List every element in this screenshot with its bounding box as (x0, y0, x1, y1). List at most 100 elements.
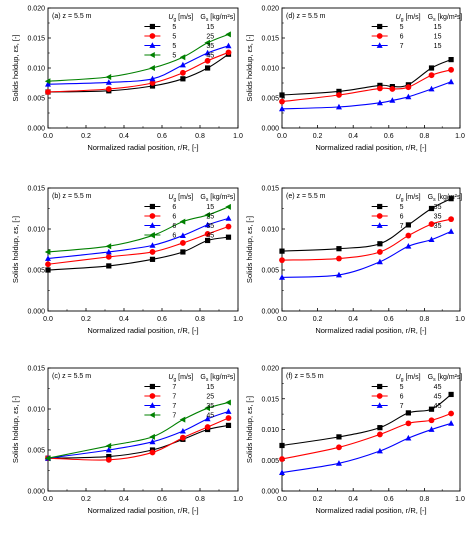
square-marker (149, 383, 155, 390)
legend-ug-value: 5 (400, 204, 404, 211)
series-line (47, 217, 229, 260)
triangle-marker (45, 255, 51, 261)
triangle-marker (279, 274, 285, 280)
series-2 (45, 215, 232, 261)
x-tick-label: 0.0 (43, 316, 53, 323)
square-marker (225, 234, 232, 240)
circle-marker (376, 213, 383, 219)
triangle-left-marker (204, 39, 210, 46)
y-tick-label: 0.010 (261, 227, 279, 234)
legend-gs-value: 35 (434, 204, 442, 211)
triangle-left-marker (225, 399, 231, 406)
triangle-marker (376, 258, 383, 265)
panel-label: (b) z = 5.5 m (52, 193, 92, 200)
square-marker (405, 410, 411, 416)
square-marker (149, 83, 156, 89)
series-1 (279, 216, 454, 264)
x-tick-label: 0.8 (195, 316, 205, 323)
triangle-marker (225, 215, 232, 221)
square-marker (448, 57, 454, 63)
chart-panel-5: 0.0 0.2 0.4 0.6 0.8 1.0 0.000 0.005 0.010 0.015 0.… (245, 366, 465, 516)
y-tick-label: 0.020 (261, 6, 279, 13)
circle-marker (405, 232, 412, 239)
legend-entry-1: 6 45 (371, 393, 442, 401)
legend-entry-3: 7 45 (144, 412, 214, 420)
x-tick-label: 0.8 (195, 496, 205, 503)
legend-gs-value: 35 (434, 214, 442, 221)
circle-marker (336, 92, 342, 98)
circle-marker (377, 249, 383, 255)
circle-marker (225, 223, 232, 230)
triangle-left-marker (225, 31, 231, 38)
square-marker (377, 383, 383, 390)
triangle-marker (405, 93, 412, 100)
triangle-marker (335, 460, 342, 466)
legend-gs-value: 45 (434, 384, 442, 391)
x-tick-label: 0.4 (348, 133, 358, 140)
x-tick-label: 0.2 (81, 316, 91, 323)
legend-gs-value: 25 (206, 394, 214, 401)
series-0 (279, 391, 454, 449)
triangle-left-marker (179, 54, 186, 61)
y-tick-label: 0.000 (27, 126, 45, 133)
x-axis-label: Normalized radial position, r/R, [-] (315, 326, 426, 335)
square-marker (377, 241, 383, 247)
circle-marker (45, 89, 51, 95)
x-tick-label: 0.6 (157, 133, 167, 140)
x-tick-label: 1.0 (233, 133, 243, 140)
legend-ug-value: 7 (400, 403, 404, 410)
x-tick-label: 0.8 (420, 496, 430, 503)
circle-marker (336, 255, 342, 262)
circle-marker (149, 80, 156, 86)
x-tick-label: 1.0 (455, 496, 465, 503)
legend: Ug [m/s] Gs [kg/m²s] 6 15 6 25 6 35 6 45 (144, 194, 235, 240)
legend-ug-value: 5 (172, 43, 176, 50)
x-tick-label: 0.4 (348, 316, 358, 323)
chart-panel-3: 0.0 0.2 0.4 0.6 0.8 1.0 0.000 0.005 0.010 0.015 No… (245, 186, 465, 336)
series-line (281, 394, 452, 447)
triangle-left-marker (149, 65, 155, 71)
legend-gs-value: 25 (206, 34, 214, 41)
legend-entry-1: 6 15 (371, 33, 442, 41)
x-tick-label: 0.0 (277, 316, 287, 323)
y-axis-label: Solids holdup, εs, [-] (245, 216, 254, 283)
legend-gs-value: 15 (434, 43, 442, 50)
series-line (281, 218, 452, 261)
legend-ug-value: 6 (172, 214, 176, 221)
triangle-marker (149, 42, 156, 48)
legend: Ug [m/s] Gs [kg/m²s] 5 15 5 25 5 35 5 45 (144, 14, 235, 60)
legend-entry-1: 6 35 (371, 213, 442, 221)
triangle-marker (376, 42, 383, 48)
legend-ug-value: 7 (172, 403, 176, 410)
legend: Ug [m/s] Gs [kg/m²s] 5 45 6 45 7 45 (371, 374, 463, 410)
legend-gs-value: 45 (206, 413, 214, 420)
legend-gs-value: 45 (434, 403, 442, 410)
x-tick-label: 0.8 (420, 316, 430, 323)
series-line (281, 59, 452, 96)
x-axis-label: Normalized radial position, r/R, [-] (87, 143, 198, 152)
legend-gs-value: 15 (206, 384, 214, 391)
x-tick-label: 0.4 (119, 496, 129, 503)
legend-ug-value: 6 (172, 233, 176, 240)
x-tick-label: 0.0 (43, 133, 53, 140)
y-axis-label: Solids holdup, εs, [-] (245, 396, 254, 463)
legend-ug-value: 5 (172, 53, 176, 60)
panel-label: (a) z = 5.5 m (52, 13, 92, 20)
circle-marker (180, 240, 186, 246)
x-axis-label: Normalized radial position, r/R, [-] (315, 506, 426, 515)
circle-marker (279, 456, 285, 462)
triangle-marker (405, 243, 412, 249)
y-axis-label: Solids holdup, εs, [-] (11, 216, 20, 283)
y-tick-label: 0.005 (27, 448, 45, 455)
series-2 (279, 228, 455, 280)
square-marker (279, 248, 285, 254)
circle-marker (180, 69, 186, 76)
legend-ug-value: 6 (172, 204, 176, 211)
circle-marker (405, 420, 412, 427)
circle-marker (448, 410, 454, 417)
x-tick-label: 0.8 (195, 133, 205, 140)
panel-label: (c) z = 5.5 m (52, 373, 91, 380)
chart-panel-4: 0.0 0.2 0.4 0.6 0.8 1.0 0.000 0.005 0.010 0.015 No… (11, 366, 243, 516)
panel-label: (f) z = 5.5 m (286, 373, 324, 380)
square-marker (149, 256, 156, 262)
